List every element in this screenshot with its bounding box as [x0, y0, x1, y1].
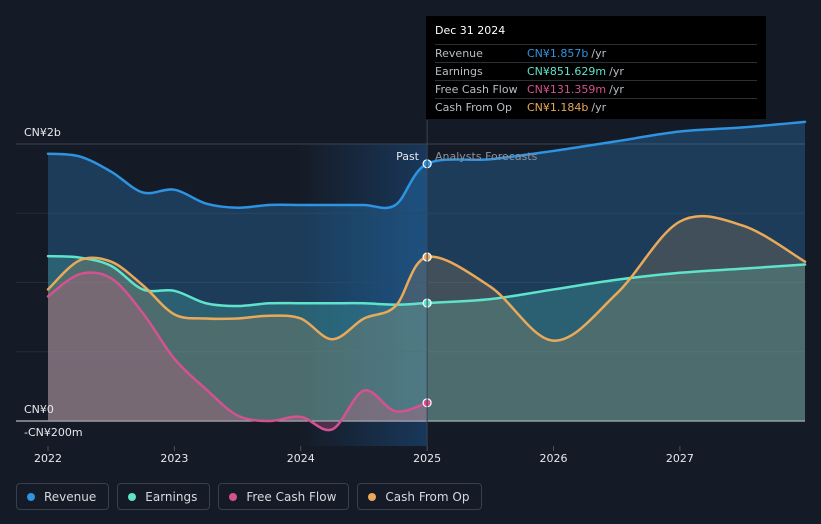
tooltip-row-earnings: Earnings CN¥851.629m /yr — [435, 62, 757, 80]
earnings-area — [48, 256, 805, 421]
y-tick-0: CN¥0 — [24, 403, 54, 416]
legend-item-cash-from-op[interactable]: Cash From Op — [357, 483, 483, 510]
legend-item-revenue[interactable]: Revenue — [16, 483, 110, 510]
cash-from-op-dot-icon — [368, 492, 377, 501]
x-tick-label: 2024 — [287, 452, 315, 465]
tooltip-row-revenue: Revenue CN¥1.857b /yr — [435, 44, 757, 62]
tooltip-row-free-cash-flow: Free Cash Flow CN¥131.359m /yr — [435, 80, 757, 98]
free-cash-flow-line — [46, 271, 429, 432]
past-label: Past — [396, 150, 420, 163]
free-cash-flow-dot-icon — [229, 492, 238, 501]
free-cash-flow-area — [48, 272, 428, 431]
tooltip-unit: /yr — [609, 83, 624, 96]
tooltip-value: CN¥851.629m — [527, 65, 607, 78]
chart-tooltip: Dec 31 2024 Revenue CN¥1.857b /yr Earnin… — [426, 16, 766, 119]
cash-from-op-area — [48, 216, 805, 421]
chart-legend: Revenue Earnings Free Cash Flow Cash Fro… — [16, 483, 483, 510]
tooltip-label: Cash From Op — [435, 101, 513, 114]
legend-label: Cash From Op — [385, 489, 470, 504]
tooltip-row-cash-from-op: Cash From Op CN¥1.184b /yr — [435, 98, 757, 116]
x-tick-label: 2022 — [34, 452, 62, 465]
past-highlight-band — [300, 144, 427, 446]
tooltip-unit: /yr — [609, 65, 624, 78]
tooltip-value: CN¥1.184b — [527, 101, 589, 114]
tooltip-label: Free Cash Flow — [435, 83, 518, 96]
revenue-area — [48, 121, 805, 421]
revenue-dot-icon — [27, 492, 35, 501]
legend-item-earnings[interactable]: Earnings — [117, 483, 211, 510]
tooltip-unit: /yr — [591, 47, 607, 60]
x-tick-label: 2025 — [413, 452, 441, 465]
tooltip-date: Dec 31 2024 — [435, 24, 506, 37]
x-tick-label: 2023 — [160, 452, 188, 465]
forecast-label: Analysts Forecasts — [435, 150, 538, 163]
legend-label: Earnings — [145, 489, 198, 504]
legend-label: Revenue — [44, 489, 97, 504]
legend-label: Free Cash Flow — [246, 489, 337, 504]
x-tick-label: 2027 — [666, 452, 694, 465]
tooltip-value: CN¥1.857b — [527, 47, 589, 60]
revenue-line — [46, 120, 807, 210]
x-tick-label: 2026 — [540, 452, 568, 465]
earnings-dot-icon — [128, 492, 137, 501]
y-tick-neg200m: -CN¥200m — [24, 426, 83, 439]
tooltip-label: Earnings — [435, 65, 483, 78]
y-tick-2b: CN¥2b — [24, 126, 61, 139]
tooltip-unit: /yr — [591, 101, 607, 114]
tooltip-value: CN¥131.359m — [527, 83, 607, 96]
legend-item-free-cash-flow[interactable]: Free Cash Flow — [218, 483, 350, 510]
cash-from-op-line — [46, 214, 807, 342]
earnings-line — [46, 254, 807, 308]
tooltip-label: Revenue — [435, 47, 483, 60]
